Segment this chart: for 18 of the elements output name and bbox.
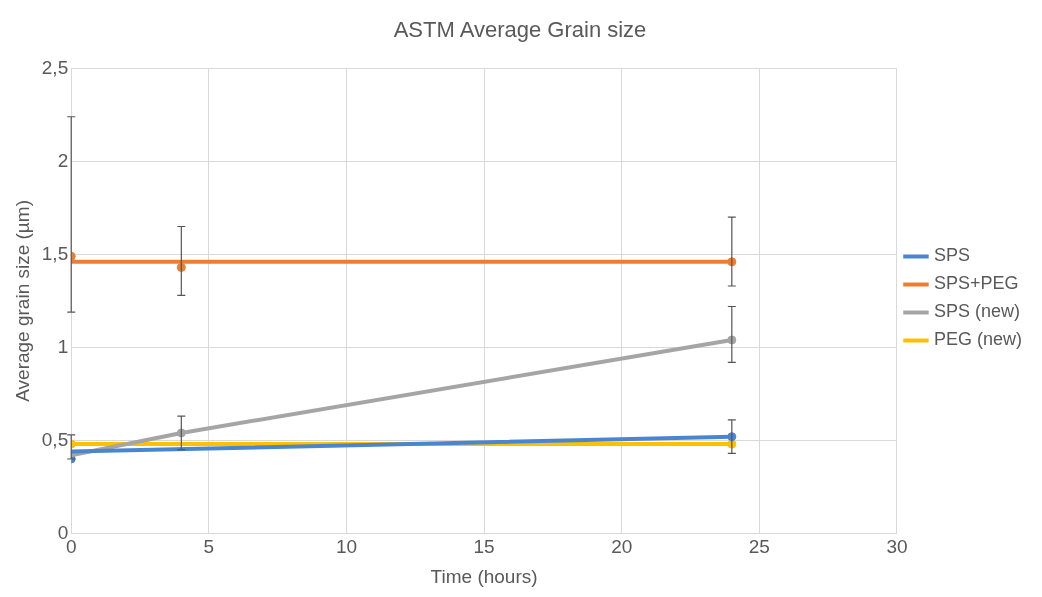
- x-tick-label: 30: [886, 536, 908, 558]
- x-tick-label: 20: [611, 536, 633, 558]
- x-axis-title: Time (hours): [430, 565, 538, 587]
- x-tick-label: 10: [335, 536, 358, 558]
- legend-label: PEG (new): [933, 329, 1023, 350]
- y-tick-label: 2,5: [41, 56, 69, 78]
- y-tick-label: 1: [57, 335, 69, 357]
- legend-label: SPS+PEG: [933, 273, 1019, 294]
- legend-label: SPS: [933, 245, 971, 266]
- legend-label: SPS (new): [933, 301, 1021, 322]
- y-axis-title: Average grain size (µm): [11, 200, 33, 402]
- chart-title: ASTM Average Grain size: [393, 17, 647, 43]
- x-tick-label: 25: [748, 536, 770, 558]
- y-tick-label: 2: [57, 149, 69, 171]
- y-tick-label: 1,5: [41, 242, 69, 264]
- x-tick-label: 15: [473, 536, 495, 558]
- y-tick-label: 0,5: [41, 428, 69, 450]
- x-tick-label: 5: [203, 536, 215, 558]
